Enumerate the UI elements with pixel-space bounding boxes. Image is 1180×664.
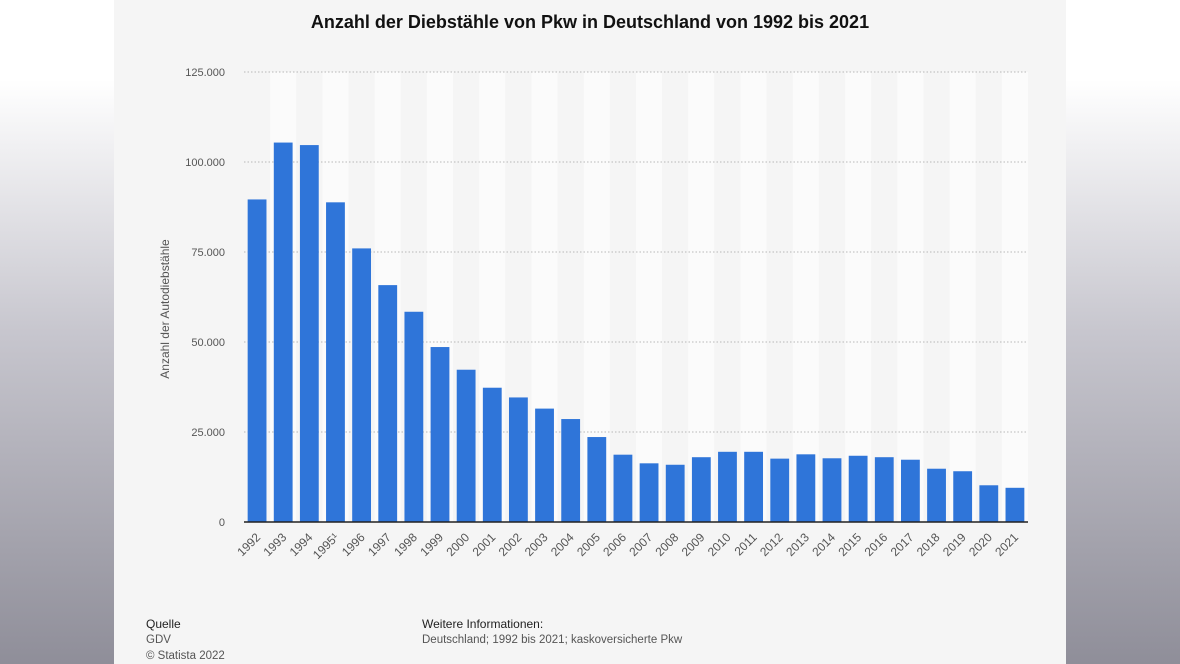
y-tick-label: 125.000 (185, 67, 225, 79)
bar-2018[interactable] (927, 468, 946, 522)
info-heading: Weitere Informationen: (422, 617, 544, 631)
x-tick-label: 2010 (705, 530, 734, 559)
chart-title: Anzahl der Diebstähle von Pkw in Deutsch… (310, 12, 870, 32)
bar-2019[interactable] (953, 471, 973, 522)
source-heading: Quelle (146, 617, 181, 631)
bar-2010[interactable] (718, 451, 737, 522)
bar-1996[interactable] (352, 248, 372, 522)
bar-2005[interactable] (587, 437, 607, 522)
gridlines (244, 71, 1028, 433)
x-tick-label: 2016 (862, 530, 891, 559)
y-axis-ticks: 0 25.000 50.000 75.000 100.000 125.000 (185, 67, 225, 529)
x-tick-label: 2012 (757, 530, 786, 559)
bar-2015[interactable] (848, 455, 868, 522)
bar-1997[interactable] (378, 285, 398, 522)
x-tick-label: 2015 (835, 530, 864, 559)
band (714, 72, 741, 522)
band (923, 72, 950, 522)
bar-2003[interactable] (535, 408, 554, 522)
info-text: Deutschland; 1992 bis 2021; kaskoversich… (422, 634, 683, 646)
band (897, 72, 924, 522)
bar-2014[interactable] (822, 458, 842, 522)
band (845, 72, 872, 522)
bar-1999[interactable] (430, 347, 450, 522)
y-axis-label: Anzahl der Autodiebstähle (158, 239, 172, 379)
x-tick-label: 1995¹ (310, 530, 342, 562)
bar-2004[interactable] (561, 419, 581, 522)
x-tick-label: 1992 (234, 530, 263, 559)
bar-2009[interactable] (691, 457, 711, 522)
x-tick-label: 2013 (783, 530, 812, 559)
band (818, 72, 846, 522)
source-block: Quelle GDV © Statista 2022 (146, 616, 225, 664)
x-tick-label: 2009 (679, 530, 708, 559)
x-tick-label: 2017 (888, 530, 917, 559)
x-tick-label: 1998 (391, 530, 420, 559)
x-axis-ticks: 1992199319941995¹19961997199819992000200… (234, 530, 1021, 562)
x-tick-label: 2018 (914, 530, 943, 559)
bar-2002[interactable] (508, 397, 528, 522)
bar-2000[interactable] (456, 369, 476, 522)
x-tick-label: 1993 (261, 530, 290, 559)
bar-2020[interactable] (979, 485, 999, 522)
band (975, 72, 1002, 522)
y-tick-label: 0 (219, 517, 225, 529)
band (609, 72, 636, 522)
bar-1998[interactable] (404, 311, 424, 522)
x-tick-label: 2001 (470, 530, 499, 559)
x-tick-label: 2008 (653, 530, 682, 559)
bar-2017[interactable] (900, 459, 920, 522)
x-tick-label: 1997 (365, 530, 394, 559)
chart-panel: Anzahl der Diebstähle von Pkw in Deutsch… (114, 0, 1066, 664)
bar-2011[interactable] (744, 451, 764, 522)
x-tick-label: 2011 (732, 530, 760, 558)
y-tick-label: 75.000 (191, 247, 225, 259)
x-tick-label: 2020 (966, 530, 995, 559)
y-tick-label: 100.000 (185, 157, 225, 169)
bar-2008[interactable] (665, 464, 685, 522)
bar-2007[interactable] (639, 463, 659, 522)
copyright: © Statista 2022 (146, 650, 225, 662)
y-tick-label: 25.000 (191, 427, 225, 439)
y-tick-label: 50.000 (191, 337, 225, 349)
x-tick-label: 2002 (496, 530, 525, 559)
x-tick-label: 1996 (339, 530, 368, 559)
x-tick-label: 2014 (809, 530, 838, 559)
band (662, 72, 689, 522)
bar-2021[interactable] (1005, 487, 1025, 522)
bar-2016[interactable] (874, 457, 894, 522)
band (949, 72, 976, 522)
x-tick-label: 2000 (443, 530, 472, 559)
bars (247, 142, 1025, 522)
info-block: Weitere Informationen: Deutschland; 1992… (422, 616, 682, 648)
x-tick-label: 2021 (992, 530, 1021, 559)
band (688, 72, 715, 522)
x-tick-label: 2019 (940, 530, 969, 559)
bar-1995¹[interactable] (326, 202, 345, 522)
bar-2012[interactable] (770, 458, 790, 522)
band (766, 72, 793, 522)
bar-2001[interactable] (482, 387, 502, 522)
bar-1993[interactable] (273, 142, 293, 522)
x-tick-label: 2003 (522, 530, 551, 559)
band (792, 72, 819, 522)
bar-2006[interactable] (613, 454, 633, 522)
x-tick-label: 1999 (417, 530, 446, 559)
band (1001, 72, 1028, 522)
bar-1994[interactable] (299, 145, 319, 522)
bar-2013[interactable] (796, 454, 816, 522)
x-tick-label: 2006 (600, 530, 629, 559)
x-tick-label: 2007 (626, 530, 655, 559)
x-tick-label: 2004 (548, 530, 577, 559)
x-tick-label: 2005 (574, 530, 603, 559)
bar-1992[interactable] (247, 199, 267, 522)
band (636, 72, 663, 522)
source-name: GDV (146, 634, 171, 646)
band (740, 72, 767, 522)
band (871, 72, 898, 522)
